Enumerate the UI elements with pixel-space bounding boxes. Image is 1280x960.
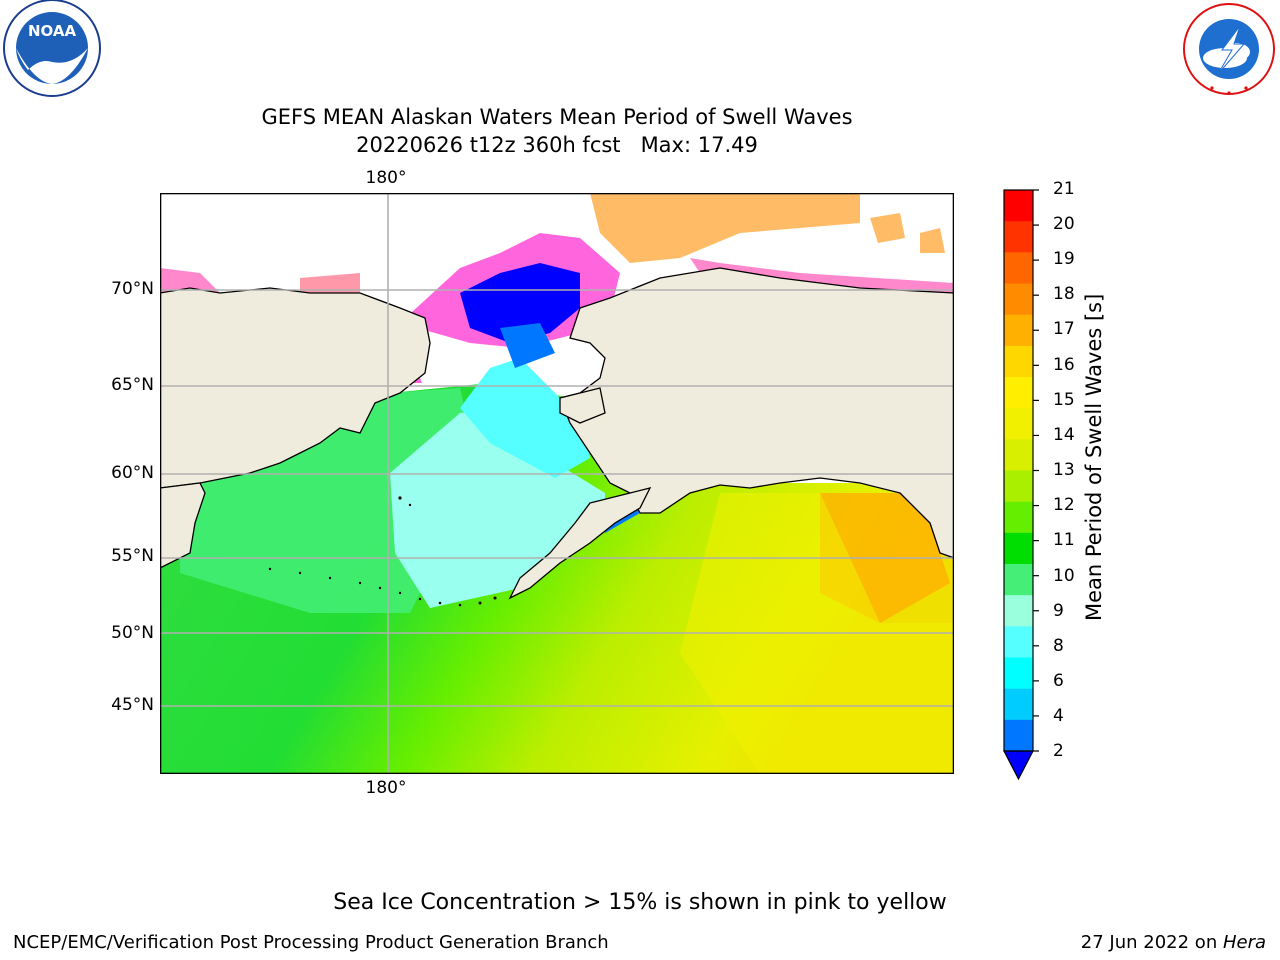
map-subtitle: 20220626 t12z 360h fcst Max: 17.49 bbox=[356, 133, 758, 157]
lat-label-45n: 45°N bbox=[111, 695, 154, 715]
colorbar-segment bbox=[1004, 564, 1033, 596]
colorbar-tick: 12 bbox=[1053, 495, 1075, 515]
footer-machine: Hera bbox=[1222, 932, 1266, 953]
sea-ice-caption: Sea Ice Concentration > 15% is shown in … bbox=[333, 890, 947, 915]
lat-label-50n: 50°N bbox=[111, 623, 154, 643]
map-graticule bbox=[160, 193, 954, 774]
footer-credit: NCEP/EMC/Verification Post Processing Pr… bbox=[13, 932, 609, 953]
colorbar bbox=[1003, 189, 1039, 781]
nws-logo bbox=[1183, 3, 1275, 95]
colorbar-segment bbox=[1004, 345, 1033, 378]
lat-label-70n: 70°N bbox=[111, 279, 154, 299]
colorbar-segment bbox=[1004, 501, 1033, 534]
colorbar-segment bbox=[1004, 688, 1033, 721]
footer-date: 27 Jun 2022 on Hera bbox=[1081, 932, 1266, 953]
colorbar-extend-arrow bbox=[1003, 750, 1034, 781]
ocean-field-norton-cyan bbox=[460, 358, 590, 478]
colorbar-tick: 2 bbox=[1053, 741, 1064, 761]
colorbar-segment bbox=[1004, 657, 1033, 690]
colorbar-tick: 6 bbox=[1053, 671, 1064, 691]
colorbar-segment bbox=[1004, 595, 1033, 627]
colorbar-segment bbox=[1004, 626, 1033, 658]
footer-date-text: 27 Jun 2022 on bbox=[1080, 932, 1223, 953]
colorbar-segment bbox=[1004, 190, 1033, 222]
colorbar-tick: 15 bbox=[1053, 390, 1075, 410]
lon-label-top: 180° bbox=[365, 168, 407, 188]
land-kamchatka-edge bbox=[160, 482, 206, 569]
aleutian-islands bbox=[268, 496, 497, 607]
sea-ice-arctic-north bbox=[590, 193, 860, 263]
colorbar-tick: 19 bbox=[1053, 249, 1075, 269]
colorbar-tick: 18 bbox=[1053, 284, 1075, 304]
colorbar-segment bbox=[1004, 283, 1033, 316]
colorbar-segment bbox=[1004, 470, 1033, 503]
map-title: GEFS MEAN Alaskan Waters Mean Period of … bbox=[261, 105, 853, 129]
colorbar-tick: 17 bbox=[1053, 319, 1075, 339]
colorbar-tick: 11 bbox=[1053, 530, 1075, 550]
lon-label-bottom: 180° bbox=[365, 778, 407, 798]
colorbar-tick: 16 bbox=[1053, 355, 1075, 375]
colorbar-tick: 20 bbox=[1053, 214, 1075, 234]
ocean-field-chukchi-mid bbox=[500, 323, 555, 368]
colorbar-segment bbox=[1004, 252, 1033, 284]
colorbar-tick: 21 bbox=[1053, 179, 1075, 199]
colorbar-segment bbox=[1004, 221, 1033, 253]
noaa-logo-text: NOAA bbox=[28, 22, 77, 40]
colorbar-segment bbox=[1004, 408, 1033, 440]
noaa-logo: NOAA bbox=[3, 0, 101, 97]
lat-label-55n: 55°N bbox=[111, 546, 154, 566]
lat-label-60n: 60°N bbox=[111, 463, 154, 483]
land-alaska-peninsula bbox=[508, 487, 652, 600]
sea-ice-east-siberian-2 bbox=[300, 273, 360, 293]
colorbar-tick: 4 bbox=[1053, 706, 1064, 726]
colorbar-tick: 10 bbox=[1053, 566, 1075, 586]
sea-ice-island-patch bbox=[870, 213, 905, 243]
colorbar-tick: 9 bbox=[1053, 601, 1064, 621]
colorbar-label: Mean Period of Swell Waves [s] bbox=[1082, 293, 1106, 621]
lat-label-65n: 65°N bbox=[111, 375, 154, 395]
colorbar-segment bbox=[1004, 719, 1033, 752]
colorbar-tick: 8 bbox=[1053, 636, 1064, 656]
colorbar-segment bbox=[1004, 314, 1033, 347]
land-alaska bbox=[559, 267, 954, 559]
colorbar-tick: 14 bbox=[1053, 425, 1075, 445]
colorbar-segment bbox=[1004, 377, 1033, 409]
sea-ice-island-patch-2 bbox=[920, 228, 945, 253]
colorbar-segment bbox=[1004, 439, 1033, 471]
ocean-field-chukchi-blue bbox=[460, 263, 580, 343]
land-seward-peninsula bbox=[559, 387, 606, 424]
map-panel bbox=[160, 193, 954, 774]
colorbar-tick: 13 bbox=[1053, 460, 1075, 480]
colorbar-segment bbox=[1004, 532, 1033, 565]
